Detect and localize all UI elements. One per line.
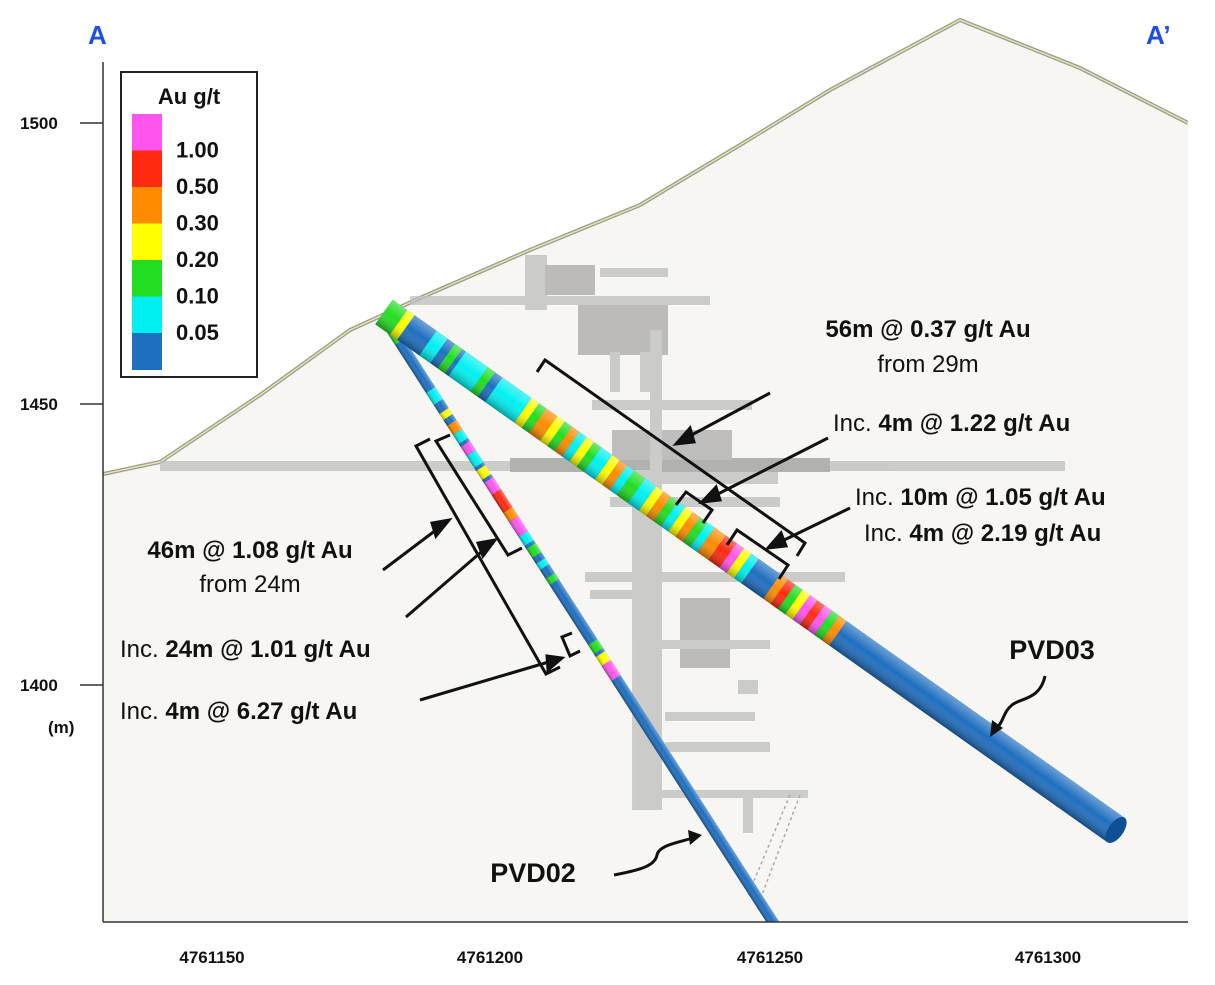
drillhole-pvd02 (387, 327, 784, 936)
pvd03-label-arrow (993, 675, 1047, 732)
pvd02-main-from: from 24m (199, 571, 300, 598)
legend-swatch (132, 187, 162, 224)
northing-tick-4761150: 4761150 (179, 948, 244, 967)
legend-swatch (132, 296, 162, 334)
pvd03-inc2-grade: Inc. 10m @ 1.05 g/t Au (855, 484, 1106, 511)
legend-swatch (132, 333, 162, 370)
pvd02-end-cap (772, 925, 784, 936)
elevation-tick-1450: 1450 (20, 395, 58, 414)
pvd02-label: PVD02 (490, 858, 576, 888)
legend-title: Au g/t (158, 84, 221, 109)
legend-label: 0.50 (176, 174, 219, 199)
dashed-workings (747, 794, 801, 901)
pvd03-end-cap (1105, 817, 1127, 843)
bracket-pvd03-inc1 (674, 489, 715, 524)
legend-label: 1.00 (176, 138, 219, 163)
annotation-arrows (382, 391, 851, 702)
northing-tick-4761200: 4761200 (457, 948, 523, 967)
legend-label: 0.30 (176, 211, 219, 236)
pvd03-main-grade: 56m @ 0.37 g/t Au (825, 316, 1030, 343)
northing-tick-4761250: 4761250 (737, 948, 803, 967)
underground-workings (160, 255, 1065, 833)
legend-swatch (132, 223, 162, 261)
bracket-pvd02-inc1 (433, 433, 523, 557)
bracket-pvd02-main (413, 437, 561, 676)
legend-label: 0.20 (176, 247, 219, 272)
drillhole-pvd03 (375, 299, 1127, 843)
pvd02-main-grade: 46m @ 1.08 g/t Au (147, 537, 352, 564)
pvd02-shading (387, 327, 783, 922)
plot-area (103, 17, 1188, 936)
annotation-graphics (413, 357, 808, 676)
section-end-label: A’ (1146, 20, 1171, 50)
hole-label-arrows (613, 675, 1047, 877)
elevation-tick-1400: 1400 (20, 676, 58, 695)
legend-swatch (132, 260, 162, 297)
elevation-unit: (m) (48, 718, 74, 737)
legend-swatch (132, 114, 162, 151)
legend-label: 0.10 (176, 284, 219, 309)
legend-label: 0.05 (176, 320, 219, 345)
topography-highlight (103, 19, 1188, 475)
pvd03-shading (375, 299, 1125, 843)
bracket-pvd03-main (535, 357, 808, 557)
northing-tick-4761300: 4761300 (1015, 948, 1081, 967)
pvd02-inc2-grade: Inc. 4m @ 6.27 g/t Au (120, 698, 357, 725)
pvd03-inc3-grade: Inc. 4m @ 2.19 g/t Au (864, 520, 1101, 547)
section-start-label: A (88, 20, 107, 50)
pvd02-inc1-grade: Inc. 24m @ 1.01 g/t Au (120, 636, 371, 663)
bracket-pvd03-inc2 (725, 527, 791, 580)
legend-swatch (132, 150, 162, 188)
axes (80, 62, 1188, 923)
grade-legend: Au g/t 1.00 0.50 0.30 0.20 0.10 0.05 (120, 71, 258, 378)
pvd02-label-arrow (613, 836, 694, 877)
pvd03-inc1-grade: Inc. 4m @ 1.22 g/t Au (833, 410, 1070, 437)
pvd03-label: PVD03 (1009, 635, 1095, 665)
elevation-tick-1500: 1500 (20, 114, 58, 133)
pvd03-main-from: from 29m (877, 351, 978, 378)
bracket-pvd02-inc2 (560, 631, 581, 659)
